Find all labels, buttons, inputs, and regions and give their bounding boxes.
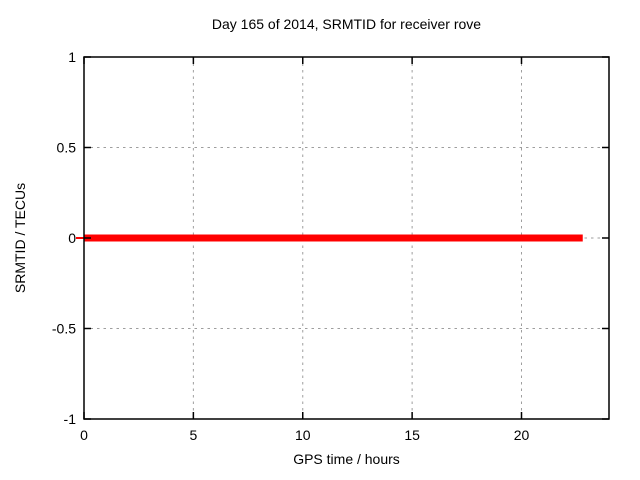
y-tick-label: -0.5: [52, 321, 76, 337]
x-tick-label: 20: [514, 427, 530, 443]
x-axis-label: GPS time / hours: [293, 451, 400, 467]
x-tick-label: 5: [189, 427, 197, 443]
y-tick-label: 1: [68, 49, 76, 65]
x-tick-label: 0: [80, 427, 88, 443]
y-tick-label: 0: [68, 230, 76, 246]
x-tick-label: 10: [295, 427, 311, 443]
y-tick-label: 0.5: [57, 140, 77, 156]
y-tick-label: -1: [64, 411, 77, 427]
x-tick-label: 15: [404, 427, 420, 443]
chart-title: Day 165 of 2014, SRMTID for receiver rov…: [211, 16, 482, 32]
